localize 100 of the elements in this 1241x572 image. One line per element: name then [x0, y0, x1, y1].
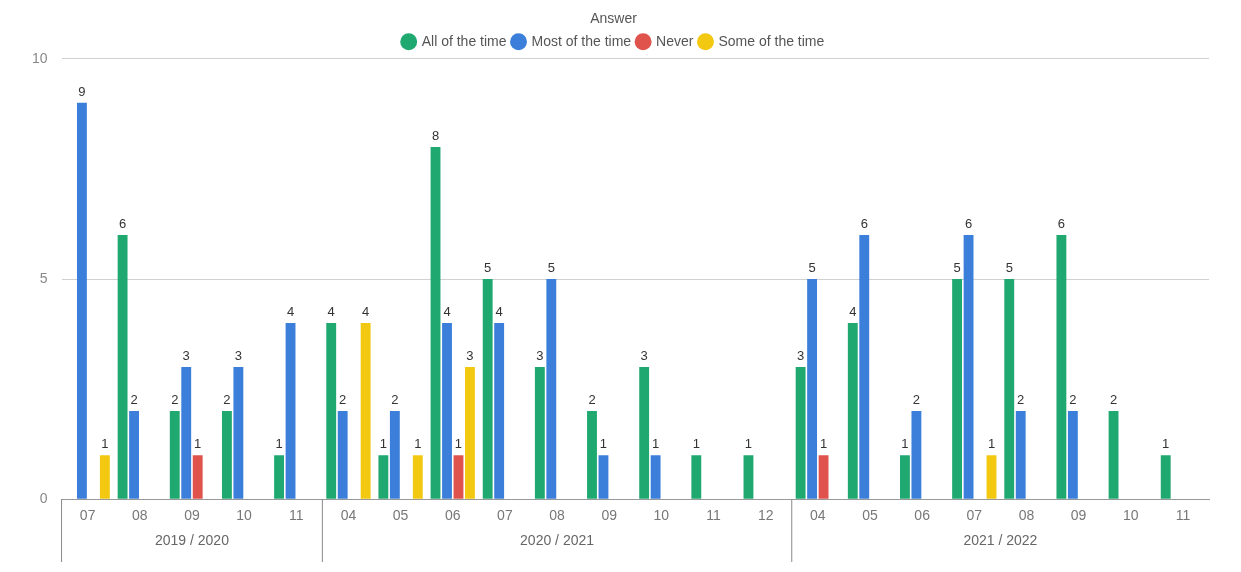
data-label: 3 [797, 348, 805, 364]
y-tick-label: 10 [31, 49, 48, 66]
bar [169, 411, 180, 499]
bar [378, 455, 389, 499]
text: 2019 / 2020 [154, 531, 230, 548]
x-tick-label: 10 [236, 507, 253, 524]
data-label: 2 [391, 392, 399, 408]
data-label: 5 [808, 260, 816, 276]
x-tick-label: 11 [1175, 507, 1191, 524]
x-tick-label: 12 [757, 507, 774, 524]
data-label: 1 [901, 436, 909, 452]
bar [360, 323, 371, 499]
data-label: 6 [118, 216, 127, 232]
bar [807, 279, 818, 499]
data-label: 1 [599, 436, 608, 452]
x-tick-label: 05 [392, 507, 409, 524]
data-label: 4 [286, 304, 295, 320]
data-label: 6 [1057, 216, 1066, 232]
bar [494, 323, 505, 499]
bar [1015, 411, 1026, 499]
data-label: 1 [275, 436, 283, 452]
text: 2020 / 2021 [520, 531, 595, 548]
bar [192, 455, 203, 499]
data-label: 2 [1017, 392, 1025, 408]
data-label: 6 [964, 216, 973, 232]
x-tick-label: 08 [549, 507, 566, 524]
data-label: 4 [327, 304, 335, 320]
data-label: 2 [130, 392, 138, 408]
data-label: 5 [484, 260, 492, 276]
bar [546, 279, 557, 499]
bar [181, 367, 192, 499]
bar [337, 411, 348, 499]
x-tick-label: 09 [1070, 507, 1087, 524]
data-label: 2 [171, 392, 179, 408]
text: 2021 / 2022 [963, 531, 1038, 548]
data-label: 2 [1069, 392, 1077, 408]
bar [859, 234, 870, 499]
bar [442, 323, 452, 499]
bar [1056, 234, 1067, 499]
x-tick-label: 05 [862, 507, 878, 524]
data-label: 1 [194, 436, 202, 452]
data-label: 4 [849, 304, 857, 320]
y-tick-label: 5 [39, 269, 48, 286]
data-label: 6 [860, 216, 868, 232]
x-tick-label: 08 [1018, 507, 1035, 524]
x-tick-label: 06 [444, 507, 461, 524]
bar [326, 323, 337, 499]
data-label: 8 [431, 127, 440, 143]
bar [430, 146, 441, 499]
data-label: 5 [547, 260, 555, 276]
x-tick-label: 10 [1122, 507, 1139, 524]
bar [986, 455, 997, 499]
data-label: 2 [588, 392, 596, 408]
bar [911, 411, 922, 499]
bar [587, 411, 597, 499]
bar [1160, 455, 1171, 499]
bar [743, 455, 754, 499]
x-tick-label: 06 [914, 507, 931, 524]
bar [795, 367, 806, 499]
data-label: 2 [339, 392, 347, 408]
bar [534, 367, 545, 499]
bar [952, 279, 963, 499]
legend-label: All of the time [421, 32, 507, 49]
data-label: 1 [454, 436, 463, 452]
bar [453, 455, 464, 499]
data-label: 3 [640, 348, 648, 364]
bar [482, 279, 493, 499]
data-label: 1 [652, 436, 660, 452]
data-label: 1 [101, 436, 109, 452]
data-label: 9 [78, 83, 86, 99]
data-label: 3 [536, 348, 544, 364]
bar [233, 367, 244, 499]
bar [1004, 279, 1015, 499]
x-tick-label: 07 [966, 507, 983, 524]
bar [274, 455, 284, 499]
bar [389, 411, 400, 499]
bar [117, 234, 128, 499]
data-label: 2 [1109, 392, 1118, 408]
data-label: 4 [362, 304, 370, 320]
x-tick-label: 04 [810, 507, 826, 524]
x-tick-label: 09 [601, 507, 618, 524]
legend-label: Never [656, 32, 694, 49]
bar [650, 455, 661, 499]
bar [847, 323, 858, 499]
y-tick-label: 0 [39, 490, 48, 507]
bar [76, 102, 87, 499]
bar [465, 367, 475, 499]
data-label: 1 [379, 436, 387, 452]
data-label: 1 [819, 436, 828, 452]
data-label: 1 [744, 436, 753, 452]
x-tick-label: 10 [653, 507, 670, 524]
x-tick-label: 07 [497, 507, 513, 524]
bar [129, 411, 139, 499]
data-label: 3 [466, 348, 474, 364]
x-tick-label: 04 [340, 507, 357, 524]
bar [1067, 411, 1078, 499]
bar [598, 455, 609, 499]
data-label: 1 [987, 436, 996, 452]
x-tick-label: 11 [706, 507, 721, 524]
data-label: 1 [692, 436, 700, 452]
